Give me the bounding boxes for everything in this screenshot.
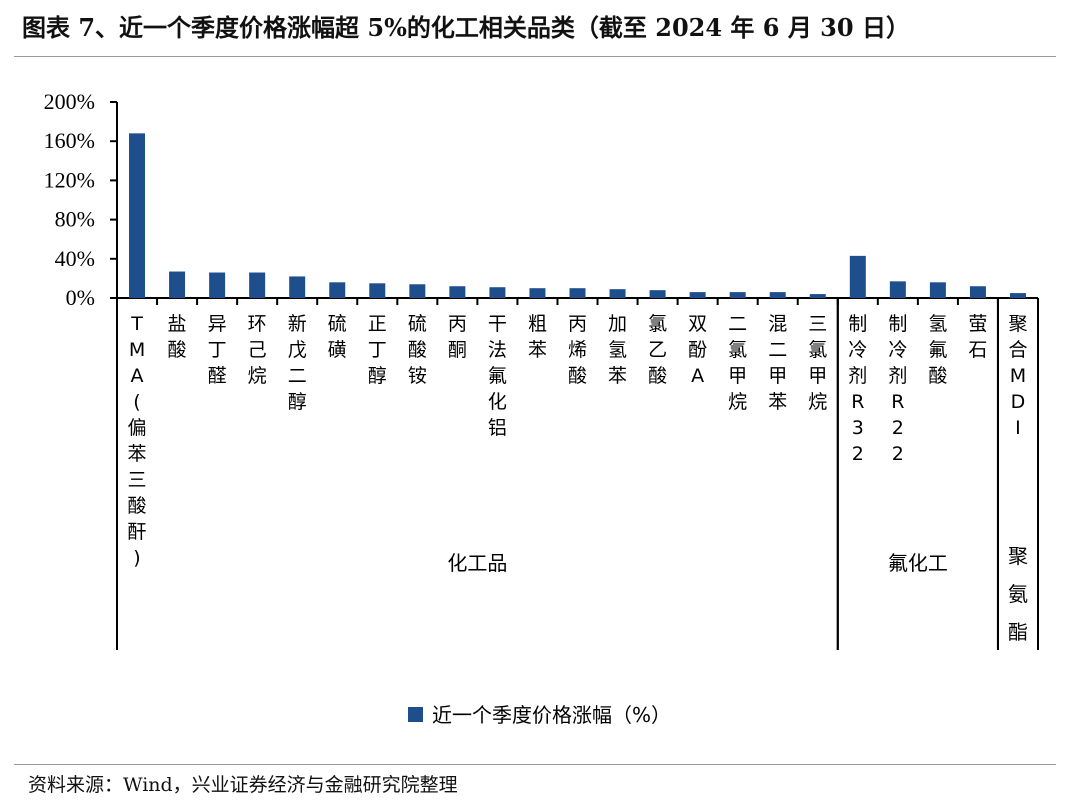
- bar: [769, 292, 786, 298]
- bottom-divider: [14, 764, 1056, 765]
- category-label: 环己烷: [248, 313, 267, 387]
- category-label: 氯乙酸: [648, 313, 667, 387]
- bar: [889, 281, 906, 298]
- category-label: T M A (偏苯三酸酐): [128, 313, 147, 569]
- bar: [609, 289, 626, 298]
- category-label: 盐酸: [168, 313, 187, 361]
- group-label: 氟化工: [888, 551, 948, 575]
- category-label: 干法氟化铝: [488, 313, 507, 439]
- bar: [169, 271, 186, 298]
- bar: [529, 288, 546, 298]
- legend: 近一个季度价格涨幅（%）: [408, 703, 671, 727]
- bar: [689, 292, 706, 298]
- category-label: 萤石: [968, 313, 987, 361]
- legend-swatch: [408, 707, 423, 722]
- y-tick-label: 120%: [44, 167, 95, 192]
- category-label: 二氯甲烷: [728, 313, 747, 413]
- category-label: 丙烯酸: [568, 313, 587, 387]
- category-label: 异丁醛: [208, 313, 227, 387]
- category-labels: T M A (偏苯三酸酐) 盐酸 异丁醛 环己烷 新戊二醇 硫磺 正丁醇 硫酸铵 丙酮 干法氟化铝 粗苯丙…: [128, 313, 1028, 569]
- bar: [809, 294, 826, 298]
- y-tick-label: 40%: [55, 246, 95, 271]
- category-label: 硫磺: [328, 313, 347, 361]
- bar: [969, 286, 986, 298]
- bar-chart: 0% 40% 80% 120% 160% 200% T M A (偏苯三酸酐) 盐酸 异丁醛 环己烷 新…: [44, 89, 1039, 727]
- page-title: 图表 7、近一个季度价格涨幅超 5%的化工相关品类（截至 2024 年 6 月 …: [22, 13, 910, 42]
- category-label: 氢氟酸: [928, 313, 947, 387]
- bar: [409, 284, 426, 298]
- y-tick-label: 80%: [55, 207, 95, 232]
- bar: [289, 276, 306, 298]
- category-label: 硫酸铵: [408, 313, 427, 387]
- category-label: 聚合 M D I: [1008, 313, 1027, 439]
- bar: [129, 133, 146, 298]
- category-label: 新戊二醇: [288, 313, 307, 413]
- category-label: 制冷剂 R 3 2: [848, 313, 867, 465]
- category-label: 双酚 A: [688, 313, 707, 387]
- y-tick-label: 200%: [44, 89, 95, 114]
- bar: [849, 255, 866, 298]
- bar: [649, 290, 666, 298]
- bar: [209, 272, 226, 298]
- y-tick-label: 160%: [44, 128, 95, 153]
- category-label: 丙酮: [448, 313, 467, 361]
- bar: [249, 272, 266, 298]
- group-label: 化工品: [447, 551, 507, 575]
- bar: [1009, 293, 1026, 298]
- group-labels: 化工品 氟化工 聚氨酯: [447, 544, 1028, 644]
- bar: [369, 283, 386, 298]
- bar: [449, 286, 466, 298]
- category-label: 三氯甲烷: [808, 313, 827, 413]
- category-label: 正丁醇: [368, 313, 387, 387]
- bar: [329, 282, 346, 298]
- category-label: 混二甲苯: [768, 313, 787, 413]
- source-note: 资料来源：Wind，兴业证券经济与金融研究院整理: [28, 774, 458, 796]
- category-label: 制冷剂 R 2 2: [888, 313, 907, 465]
- y-axis-ticks: 0% 40% 80% 120% 160% 200%: [44, 89, 117, 310]
- chart-bars: [129, 133, 1026, 298]
- y-tick-label: 0%: [66, 285, 95, 310]
- legend-label: 近一个季度价格涨幅（%）: [432, 703, 671, 727]
- group-label: 聚氨酯: [1008, 544, 1028, 644]
- top-divider: [14, 56, 1056, 57]
- bar: [929, 282, 946, 298]
- bar: [489, 287, 506, 298]
- category-label: 加氢苯: [608, 313, 627, 387]
- bar: [729, 292, 746, 298]
- bar: [569, 288, 586, 298]
- category-label: 粗苯: [528, 313, 547, 361]
- chart-axes: [116, 102, 1039, 650]
